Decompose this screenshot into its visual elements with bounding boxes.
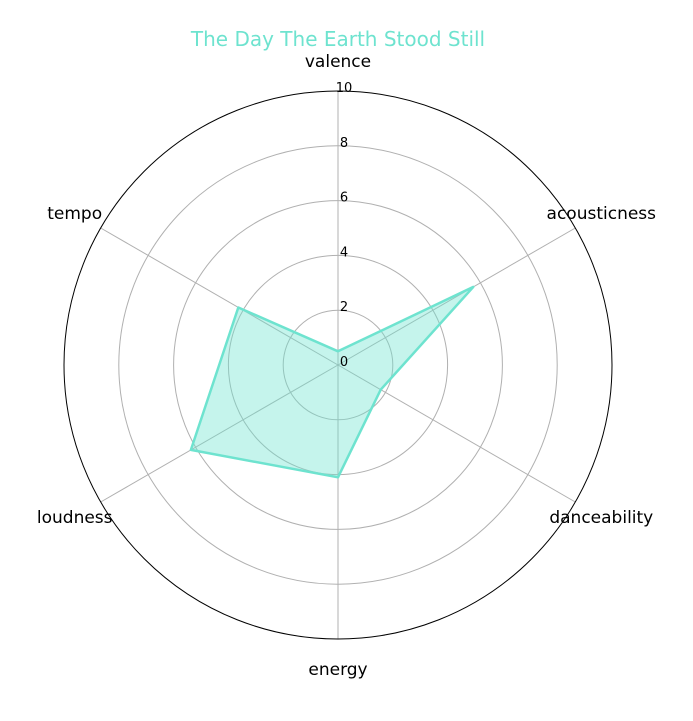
axis-label-valence: valence [305,52,371,72]
axis-label-loudness: loudness [37,508,113,528]
r-tick-label-10: 10 [336,81,353,96]
series-line [189,285,475,479]
r-tick-label-4: 4 [340,245,348,260]
axis-label-danceability: danceability [549,508,653,528]
spoke-acousticness [337,227,576,366]
spoke-tempo [100,227,339,366]
chart-title: The Day The Earth Stood Still [190,27,485,51]
outer-frame [63,90,613,640]
r-tick-label-0: 0 [340,355,348,370]
axis-label-tempo: tempo [47,204,102,224]
r-tick-label-8: 8 [340,136,348,151]
radar-data [189,285,475,479]
radar-grid [63,90,613,640]
spoke-danceability [337,364,576,503]
spoke-loudness [100,364,339,503]
radar-labels: 0 2 4 6 8 10 valence acousticness danceability en… [37,52,656,680]
series-area [190,286,474,478]
r-tick-label-2: 2 [340,300,348,315]
r-tick-label-6: 6 [340,191,348,206]
axis-label-energy: energy [308,660,367,680]
axis-label-acousticness: acousticness [547,204,657,224]
